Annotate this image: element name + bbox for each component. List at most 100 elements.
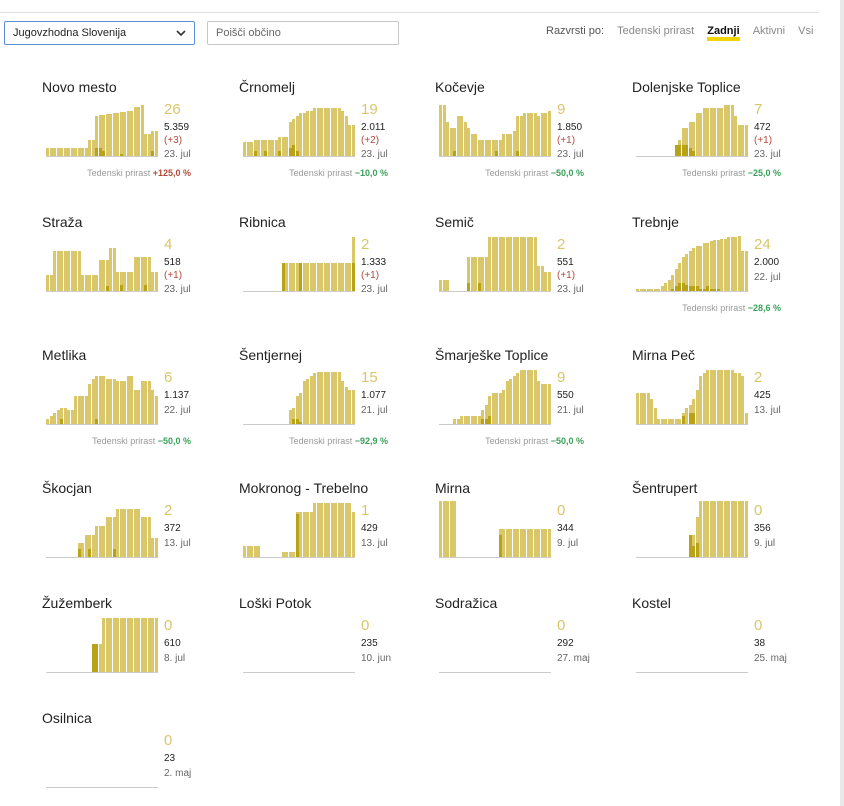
sparkline-bar (681, 128, 685, 157)
sparkline-bar (685, 408, 688, 425)
municipality-card[interactable]: Kostel 0 38 25. maj (632, 595, 812, 705)
scrollbar[interactable] (840, 0, 844, 806)
sparkline-bar (741, 376, 744, 425)
municipality-card[interactable]: Črnomelj 19 2.011 (+2) 23. jul Tedenski prira… (239, 79, 419, 189)
sparkline-bar (505, 134, 509, 157)
sparkline-bar (692, 399, 695, 425)
municipality-card[interactable]: Kočevje 9 1.850 (+1) 23. jul Tedenski prirast… (435, 79, 615, 189)
sparkline-bar (313, 108, 316, 157)
sparkline-bar (147, 134, 151, 157)
sparkline-bar (734, 373, 737, 425)
sparkline-bar (737, 125, 741, 157)
region-select[interactable]: Jugovzhodna Slovenija (4, 21, 195, 45)
sparkline-bar (46, 275, 49, 292)
sparkline-chart (439, 234, 551, 292)
sparkline-bar (309, 376, 313, 425)
sparkline-bar (91, 535, 95, 558)
municipality-name: Trebnje (632, 214, 679, 230)
sparkline-chart (46, 500, 158, 558)
municipality-card[interactable]: Šentjernej 15 1.077 21. jul Tedenski prirast… (239, 347, 419, 457)
active-cases-count: 2 (361, 236, 370, 253)
sparkline-chart (243, 99, 355, 157)
total-cases-count: 2.000 (754, 257, 780, 268)
municipality-card[interactable]: Semič 2 551 (+1) 23. jul (435, 214, 615, 324)
sparkline-bar (144, 134, 147, 157)
municipality-card[interactable]: Mirna Peč 2 425 13. jul (632, 347, 812, 457)
sparkline-bar (144, 618, 147, 673)
last-update-date: 22. jul (754, 272, 781, 283)
municipality-card[interactable]: Loški Potok 0 235 10. jun (239, 595, 419, 705)
weekly-growth: Tedenski prirast −92,9 % (239, 436, 388, 446)
sparkline-bar (56, 148, 60, 157)
municipality-card[interactable]: Novo mesto 26 5.359 (+3) 23. jul Tedenski pri… (42, 79, 222, 189)
sparkline-bar (137, 257, 140, 292)
sparkline-bar (102, 115, 105, 157)
sort-option-active[interactable]: Aktivni (752, 25, 786, 37)
sparkline-new-cases-bar (671, 289, 674, 292)
sparkline-bar (449, 501, 453, 558)
sparkline-bar (292, 119, 295, 157)
sort-option-last[interactable]: Zadnji (707, 26, 740, 41)
sparkline-bar (699, 113, 702, 157)
sparkline-bar (151, 390, 154, 425)
sparkline-bar (650, 289, 653, 292)
sparkline-bar (302, 263, 306, 292)
municipality-card[interactable]: Žužemberk 0 610 8. jul (42, 595, 222, 705)
sparkline-new-cases-bar (692, 286, 695, 292)
municipality-card[interactable]: Šmarješke Toplice 9 550 21. jul Tedenski pri… (435, 347, 615, 457)
sparkline-bar (109, 114, 112, 157)
sparkline-bar (112, 113, 116, 157)
sparkline-bar (547, 111, 551, 157)
sparkline-bar (243, 546, 246, 558)
last-update-date: 13. jul (754, 405, 781, 416)
sparkline-new-cases-bar (688, 413, 692, 425)
sparkline-bar (657, 419, 660, 425)
sparkline-bar (467, 257, 470, 292)
sparkline-bar (119, 618, 123, 673)
top-divider (0, 12, 819, 13)
municipality-card[interactable]: Mokronog - Trebelno 1 429 13. jul (239, 480, 419, 590)
sparkline-bar (442, 280, 446, 292)
municipality-card[interactable]: Straža 4 518 (+1) 23. jul (42, 214, 222, 324)
sort-option-all[interactable]: Vsi (798, 25, 814, 37)
active-cases-count: 19 (361, 101, 378, 118)
municipality-search-input[interactable] (207, 21, 399, 45)
sparkline-bar (341, 503, 344, 558)
sparkline-bar (488, 396, 491, 425)
sparkline-bar (734, 237, 737, 292)
sparkline-new-cases-bar (674, 145, 678, 157)
sparkline-bar (126, 376, 130, 425)
municipality-card[interactable]: Ribnica 2 1.333 (+1) 23. jul (239, 214, 419, 324)
sparkline-bar (716, 240, 720, 292)
sparkline-bar (144, 517, 147, 558)
sparkline-bar (491, 140, 495, 157)
sparkline-bar (636, 393, 639, 425)
sparkline-bar (523, 370, 526, 425)
sparkline-bar (446, 122, 449, 157)
municipality-card[interactable]: Trebnje 24 2.000 22. jul Tedenski prirast −2… (632, 214, 812, 324)
municipality-card[interactable]: Metlika 6 1.137 22. jul Tedenski prirast −50… (42, 347, 222, 457)
municipality-card[interactable]: Mirna 0 344 9. jul (435, 480, 615, 590)
sparkline-bar (727, 105, 730, 157)
sparkline-new-cases-bar (678, 283, 681, 292)
municipality-card[interactable]: Škocjan 2 372 13. jul (42, 480, 222, 590)
sparkline-chart (243, 500, 355, 558)
sparkline-bar (67, 251, 70, 292)
sparkline-bar (98, 260, 102, 292)
last-update-date: 23. jul (361, 284, 388, 295)
municipality-card[interactable]: Šentrupert 0 356 9. jul (632, 480, 812, 590)
municipality-card[interactable]: Osilnica 0 23 2. maj (42, 710, 222, 806)
municipality-card[interactable]: Dolenjske Toplice 7 472 (+1) 23. jul Tedenski… (632, 79, 812, 189)
sparkline-bar (505, 529, 509, 558)
sort-option-weekly[interactable]: Tedenski prirast (617, 25, 695, 37)
total-cases-count: 610 (164, 638, 181, 649)
municipality-card[interactable]: Sodražica 0 292 27. maj (435, 595, 615, 705)
sparkline-new-cases-bar (688, 286, 692, 292)
sparkline-bar (474, 257, 477, 292)
weekly-growth-value: −28,6 % (747, 303, 781, 313)
sparkline-bar (154, 538, 158, 558)
sparkline-bar (302, 512, 306, 558)
sparkline-bar (498, 393, 502, 425)
sparkline-new-cases-bar (299, 422, 302, 425)
sparkline-bar (74, 251, 77, 292)
